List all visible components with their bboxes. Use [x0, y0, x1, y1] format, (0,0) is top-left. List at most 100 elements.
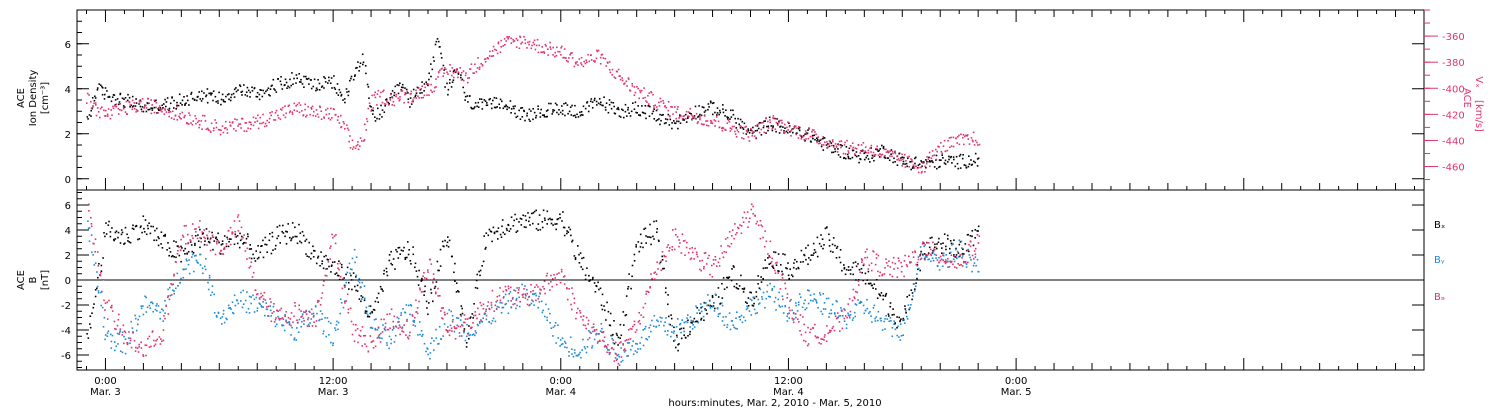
data-point — [370, 106, 372, 108]
data-point — [978, 235, 981, 237]
data-point — [590, 54, 592, 57]
data-point — [419, 289, 421, 291]
data-point — [624, 314, 627, 317]
data-point — [618, 364, 621, 366]
data-point — [402, 250, 404, 252]
data-point — [522, 296, 524, 298]
data-point — [244, 241, 246, 244]
data-point — [527, 41, 529, 44]
data-point — [764, 120, 766, 122]
data-point — [359, 335, 362, 337]
data-point — [483, 58, 486, 61]
data-point — [969, 235, 972, 237]
data-point — [203, 92, 205, 94]
data-point — [158, 237, 160, 240]
data-point — [756, 129, 758, 132]
data-point — [672, 229, 674, 231]
data-point — [600, 101, 602, 104]
data-point — [371, 327, 374, 329]
data-point — [570, 114, 573, 116]
data-point — [332, 344, 334, 346]
data-point — [834, 315, 837, 317]
data-point — [131, 227, 134, 230]
data-point — [560, 268, 563, 271]
data-point — [294, 226, 296, 229]
data-point — [282, 318, 285, 321]
data-point — [136, 110, 139, 112]
data-point — [252, 124, 255, 127]
data-point — [631, 345, 633, 347]
data-point — [598, 288, 600, 291]
data-point — [640, 89, 643, 92]
data-point — [285, 311, 287, 313]
data-point — [595, 100, 598, 103]
data-point — [776, 261, 778, 264]
data-point — [864, 272, 867, 275]
data-point — [661, 251, 664, 253]
data-point — [300, 78, 302, 81]
data-point — [570, 52, 572, 55]
data-point — [442, 335, 444, 337]
data-point — [584, 347, 587, 350]
data-point — [733, 326, 735, 329]
data-point — [412, 88, 415, 91]
data-point — [630, 110, 633, 113]
data-point — [406, 256, 408, 259]
data-point — [839, 315, 842, 317]
data-point — [734, 130, 736, 133]
data-point — [237, 230, 240, 232]
data-point — [188, 272, 191, 275]
data-point — [626, 355, 628, 357]
data-point — [384, 329, 387, 332]
data-point — [912, 256, 915, 258]
data-point — [704, 308, 706, 310]
data-point — [293, 77, 295, 80]
data-point — [604, 106, 607, 109]
data-point — [974, 247, 977, 250]
data-point — [216, 238, 218, 241]
data-point — [462, 86, 464, 89]
data-point — [854, 154, 857, 157]
data-point — [255, 95, 258, 98]
data-point — [131, 108, 134, 111]
right-tick-label: -380 — [1442, 58, 1465, 69]
data-point — [340, 95, 342, 97]
data-point — [974, 161, 976, 164]
data-point — [962, 260, 965, 263]
data-point — [764, 230, 766, 232]
data-point — [386, 274, 389, 277]
data-point — [412, 99, 414, 101]
data-point — [764, 259, 766, 261]
data-point — [134, 350, 137, 352]
data-point — [764, 306, 766, 309]
data-point — [609, 71, 612, 74]
data-point — [935, 158, 938, 161]
data-point — [506, 36, 508, 38]
data-point — [804, 331, 807, 334]
data-point — [693, 117, 695, 119]
data-point — [870, 151, 872, 153]
data-point — [910, 160, 912, 163]
data-point — [289, 318, 292, 320]
data-point — [166, 249, 168, 251]
data-point — [191, 234, 193, 237]
data-point — [514, 290, 517, 292]
data-point — [473, 72, 475, 74]
data-point — [836, 245, 839, 248]
data-point — [821, 238, 824, 240]
data-point — [113, 238, 115, 241]
data-point — [274, 325, 277, 328]
data-point — [279, 242, 281, 244]
data-point — [406, 320, 408, 322]
data-point — [499, 299, 502, 302]
data-point — [743, 288, 745, 291]
data-point — [266, 306, 268, 308]
data-point — [240, 291, 242, 294]
data-point — [526, 298, 529, 301]
data-point — [205, 128, 208, 131]
data-point — [155, 239, 158, 242]
data-point — [296, 235, 298, 238]
data-point — [200, 100, 203, 102]
data-point — [427, 271, 429, 273]
data-point — [390, 338, 392, 341]
